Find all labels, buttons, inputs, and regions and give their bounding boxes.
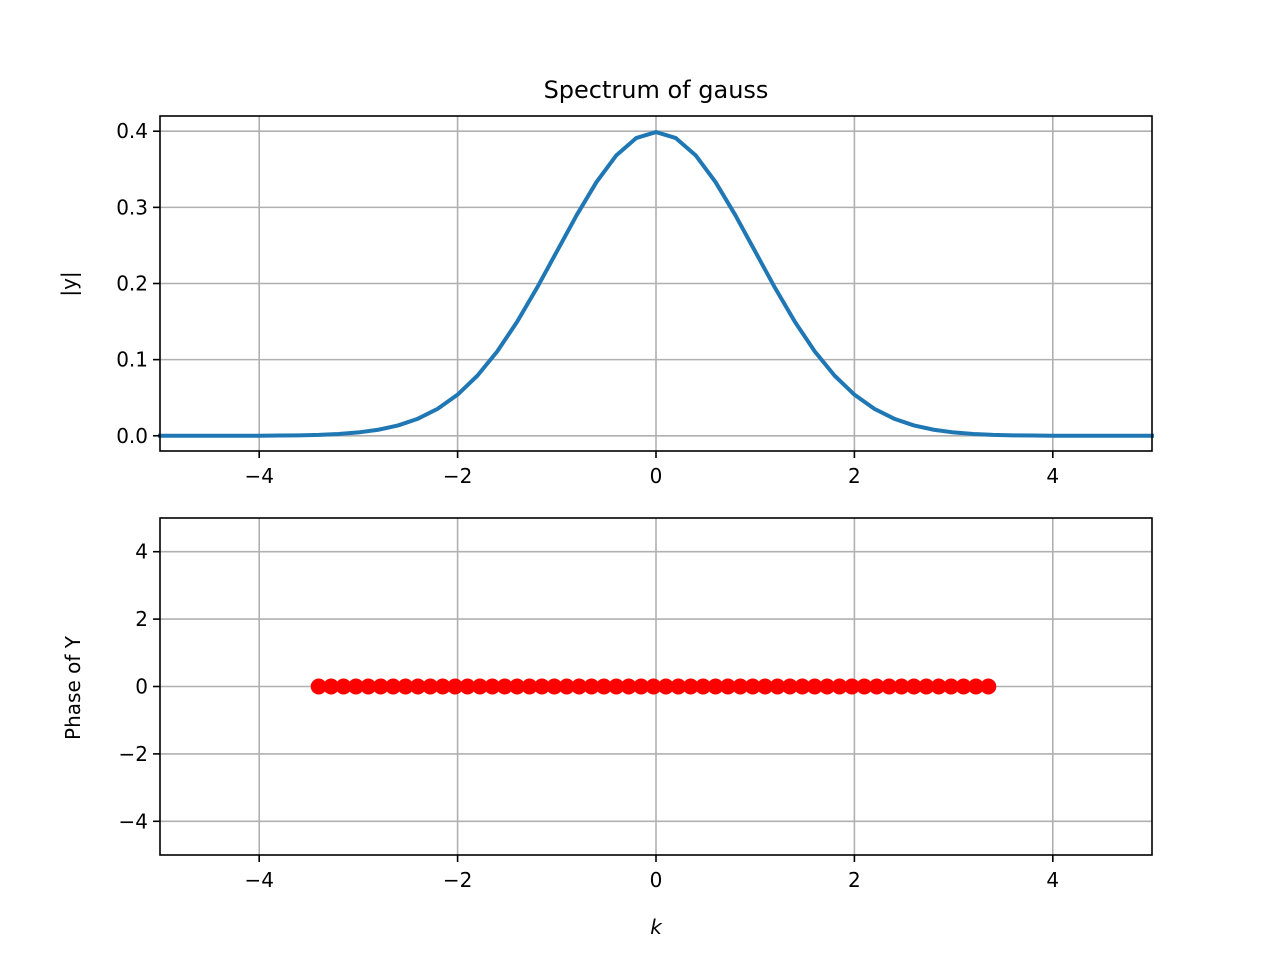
phase-data-point	[806, 678, 823, 695]
phase-y-axis-label: Phase of Y	[61, 635, 85, 740]
phase-x-axis-label: k	[650, 915, 663, 939]
magnitude-series-line	[158, 130, 1154, 438]
magnitude-x-tick-label: −4	[244, 464, 273, 488]
phase-data-point	[843, 678, 860, 695]
phase-data-point	[769, 678, 786, 695]
phase-data-point	[868, 678, 885, 695]
magnitude-plot: Spectrum of gauss −4 −2 0 2 4 0.0 0.1 0.2 0.3 0.4…	[57, 76, 1154, 488]
magnitude-x-tick-label: 4	[1046, 464, 1059, 488]
chart-title: Spectrum of gauss	[544, 76, 769, 104]
phase-data-point	[521, 678, 538, 695]
phase-data-point	[608, 678, 625, 695]
phase-data-point	[571, 678, 588, 695]
phase-x-tick-label: −2	[443, 868, 472, 892]
magnitude-ticks: −4 −2 0 2 4 0.0 0.1 0.2 0.3 0.4	[116, 119, 1059, 488]
phase-data-point	[633, 678, 650, 695]
phase-data-point	[509, 678, 526, 695]
phase-data-point	[360, 678, 377, 695]
phase-data-point	[657, 678, 674, 695]
phase-data-point	[397, 678, 414, 695]
phase-x-tick-label: 0	[650, 868, 663, 892]
phase-data-point	[905, 678, 922, 695]
phase-y-tick-label: 4	[135, 540, 148, 564]
magnitude-y-tick-label: 0.4	[116, 119, 148, 143]
magnitude-x-tick-label: 2	[848, 464, 861, 488]
phase-data-point	[719, 678, 736, 695]
phase-data-point	[794, 678, 811, 695]
magnitude-x-tick-label: −2	[443, 464, 472, 488]
phase-data-point	[707, 678, 724, 695]
phase-data-point	[533, 678, 550, 695]
phase-data-point	[620, 678, 637, 695]
phase-x-tick-label: 4	[1046, 868, 1059, 892]
phase-data-point	[422, 678, 439, 695]
phase-data-point	[385, 678, 402, 695]
phase-data-point	[930, 678, 947, 695]
phase-data-point	[335, 678, 352, 695]
phase-data-point	[955, 678, 972, 695]
phase-data-point	[372, 678, 389, 695]
phase-data-point	[459, 678, 476, 695]
phase-data-point	[744, 678, 761, 695]
phase-data-point	[943, 678, 960, 695]
phase-data-point	[967, 678, 984, 695]
phase-data-point	[409, 678, 426, 695]
phase-data-point	[732, 678, 749, 695]
phase-data-point	[434, 678, 451, 695]
phase-plot: −4 −2 0 2 4 −4 −2 0 2 4 k Phase of Y	[61, 517, 1153, 939]
phase-data-point	[893, 678, 910, 695]
phase-series	[310, 678, 997, 695]
phase-data-point	[757, 678, 774, 695]
phase-data-point	[447, 678, 464, 695]
phase-data-point	[819, 678, 836, 695]
phase-y-tick-label: 0	[135, 675, 148, 699]
phase-data-point	[670, 678, 687, 695]
phase-data-point	[583, 678, 600, 695]
phase-x-tick-label: −4	[244, 868, 273, 892]
phase-data-point	[856, 678, 873, 695]
phase-ticks: −4 −2 0 2 4 −4 −2 0 2 4	[119, 540, 1060, 892]
magnitude-y-tick-label: 0.1	[116, 348, 148, 372]
phase-data-point	[595, 678, 612, 695]
magnitude-x-tick-label: 0	[650, 464, 663, 488]
phase-data-point	[682, 678, 699, 695]
phase-data-point	[831, 678, 848, 695]
phase-data-point	[347, 678, 364, 695]
phase-data-point	[546, 678, 563, 695]
phase-grid	[160, 518, 1152, 855]
phase-data-point	[471, 678, 488, 695]
phase-data-point	[310, 678, 327, 695]
phase-data-point	[484, 678, 501, 695]
magnitude-y-tick-label: 0.2	[116, 272, 148, 296]
magnitude-series	[158, 130, 1154, 438]
phase-y-tick-label: −2	[119, 742, 148, 766]
magnitude-y-tick-label: 0.3	[116, 195, 148, 219]
phase-data-point	[980, 678, 997, 695]
phase-data-point	[781, 678, 798, 695]
phase-data-point	[558, 678, 575, 695]
phase-data-point	[918, 678, 935, 695]
magnitude-y-axis-label: |y|	[57, 271, 81, 296]
phase-data-point	[496, 678, 513, 695]
phase-data-point	[695, 678, 712, 695]
phase-y-tick-label: −4	[119, 809, 148, 833]
magnitude-y-tick-label: 0.0	[116, 424, 148, 448]
phase-data-point	[645, 678, 662, 695]
phase-y-tick-label: 2	[135, 607, 148, 631]
phase-data-point	[881, 678, 898, 695]
phase-data-point	[323, 678, 340, 695]
phase-x-tick-label: 2	[848, 868, 861, 892]
